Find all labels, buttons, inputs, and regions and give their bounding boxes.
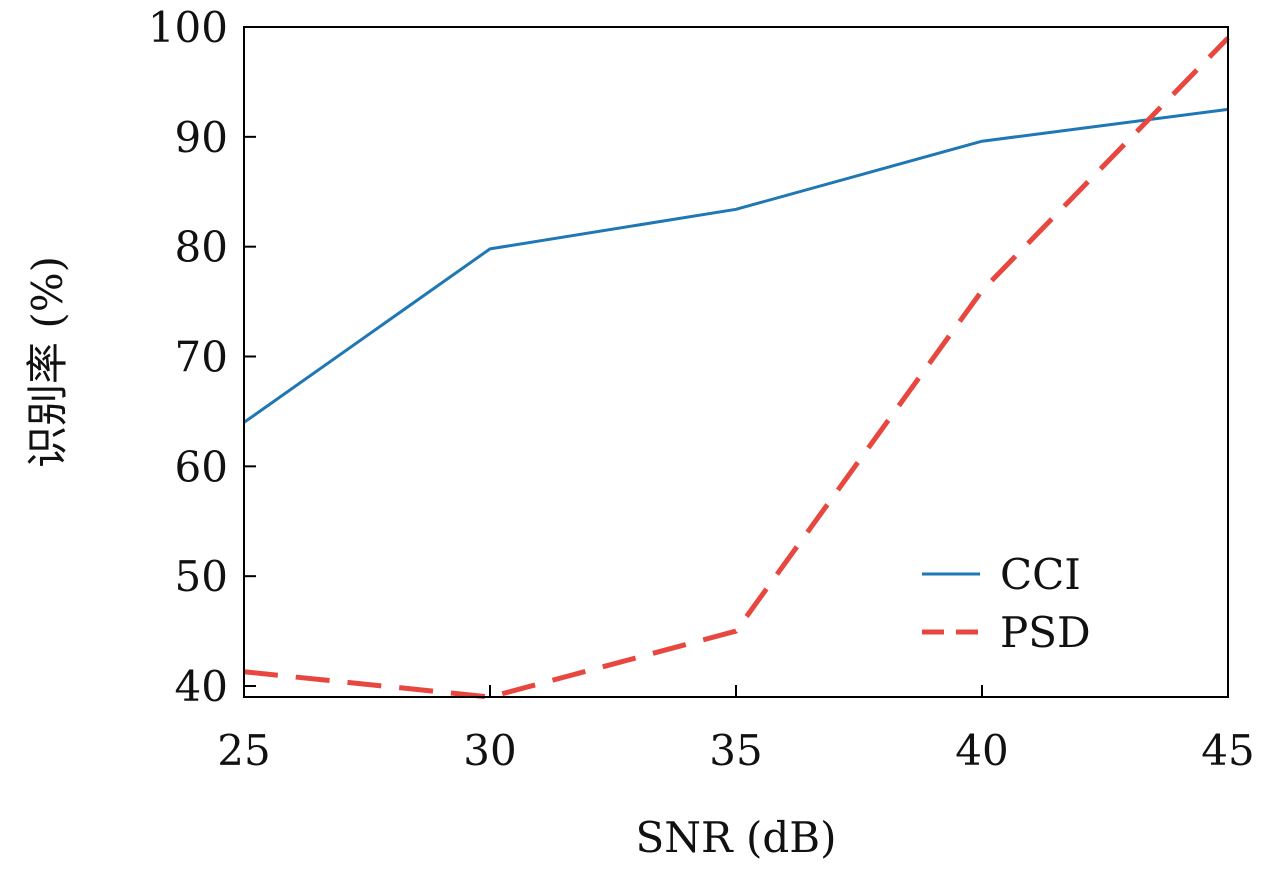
series-layer bbox=[243, 36, 1230, 700]
x-tick-label: 25 bbox=[217, 726, 270, 775]
y-tick-label: 100 bbox=[148, 3, 228, 52]
x-axis: 25 30 35 40 45 bbox=[217, 685, 1255, 775]
series-line-psd bbox=[243, 36, 1230, 700]
y-tick-label: 70 bbox=[175, 333, 228, 382]
x-tick-label: 35 bbox=[709, 726, 762, 775]
legend-label-cci: CCI bbox=[1000, 550, 1081, 599]
y-axis: 40 50 60 70 80 90 100 bbox=[148, 3, 256, 711]
y-tick-label: 90 bbox=[175, 113, 228, 162]
series-line-cci bbox=[243, 107, 1229, 424]
x-tick-label: 45 bbox=[1201, 726, 1254, 775]
legend-label-psd: PSD bbox=[1000, 608, 1091, 657]
y-axis-label: 识别率 (%) bbox=[23, 256, 72, 468]
y-tick-label: 60 bbox=[175, 442, 228, 491]
y-tick-label: 80 bbox=[175, 223, 228, 272]
y-tick-label: 40 bbox=[175, 662, 228, 711]
x-axis-label: SNR (dB) bbox=[635, 813, 836, 862]
legend: CCI PSD bbox=[922, 550, 1091, 657]
x-tick-label: 30 bbox=[463, 726, 516, 775]
y-tick-label: 50 bbox=[175, 552, 228, 601]
x-tick-label: 40 bbox=[955, 726, 1008, 775]
